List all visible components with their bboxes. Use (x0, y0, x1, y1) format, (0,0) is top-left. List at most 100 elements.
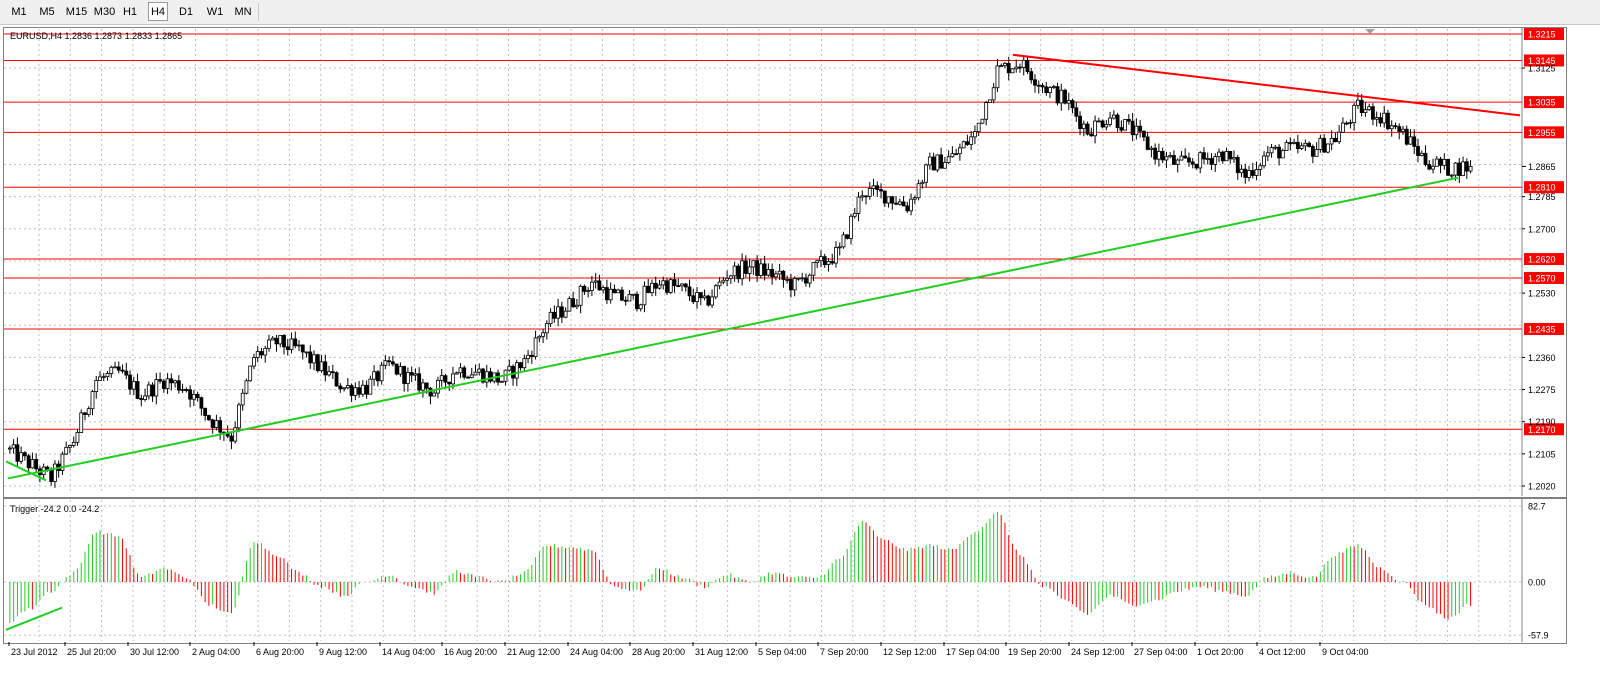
candle (139, 398, 144, 400)
timeframe-d1[interactable]: D1 (178, 6, 194, 18)
candle (1160, 151, 1165, 161)
candle (357, 387, 361, 395)
horizontal-levels[interactable]: 1.3215 1.3145 1.3035 1.2955 1.2810 1.2620 1.25… (4, 28, 1564, 436)
timeframe-m5[interactable]: M5 (39, 6, 55, 18)
candle (1145, 136, 1150, 150)
shift-marker-icon[interactable] (1365, 29, 1375, 34)
candle (811, 262, 816, 276)
time-label: 28 Aug 20:00 (632, 647, 685, 657)
candle (916, 183, 921, 199)
trendline-support-start[interactable] (5, 460, 47, 482)
candle (1453, 162, 1458, 176)
candle (574, 304, 579, 308)
timeframe-h4[interactable]: H4 (148, 2, 168, 21)
candle (360, 384, 365, 395)
candle (75, 432, 80, 443)
candle (1055, 86, 1060, 104)
candle (1277, 146, 1281, 159)
timeframe-h1[interactable]: H1 (122, 6, 138, 18)
candle (702, 295, 707, 299)
candle (721, 279, 726, 283)
candle (113, 366, 117, 369)
price-label: 1.2105 (1528, 449, 1556, 459)
candle (349, 385, 354, 396)
candle (1096, 120, 1101, 123)
level-label: 1.2955 (1528, 128, 1556, 138)
trigger-histogram (9, 511, 1472, 623)
candle (255, 351, 260, 358)
indicator-panel[interactable] (3, 498, 1567, 644)
candle (804, 277, 808, 284)
candle (1157, 151, 1161, 160)
candle (267, 339, 271, 349)
candle (1337, 131, 1342, 143)
candle (1119, 127, 1124, 131)
level-label-bg (1524, 126, 1564, 139)
candle (424, 382, 429, 389)
timeframe-mn[interactable]: MN (234, 6, 252, 18)
candle (1363, 109, 1368, 113)
timeframe-m30[interactable]: M30 (93, 6, 116, 18)
candle (973, 131, 977, 138)
candle (687, 286, 692, 297)
candle (451, 373, 455, 385)
timeframe-m1[interactable]: M1 (11, 6, 27, 18)
candle (526, 354, 530, 360)
candle (469, 374, 474, 378)
candle (976, 122, 981, 133)
candle (1314, 149, 1319, 157)
candle (342, 387, 346, 390)
candle (605, 287, 609, 301)
candle (1179, 155, 1184, 161)
candle (1359, 99, 1364, 113)
time-label: 9 Oct 04:00 (1322, 647, 1369, 657)
candle (879, 189, 883, 192)
candle (191, 393, 196, 400)
candle (935, 154, 940, 171)
candle (1461, 161, 1465, 176)
trendline-resistance[interactable] (1012, 53, 1521, 117)
candle (1014, 66, 1019, 70)
candle (34, 459, 39, 470)
timeframe-w1[interactable]: W1 (206, 6, 224, 18)
candle (327, 371, 331, 376)
candle (582, 285, 587, 292)
candle (1378, 117, 1383, 124)
trendline-indicator[interactable] (5, 606, 63, 631)
candle (924, 164, 928, 183)
candle (11, 444, 16, 449)
candle (1202, 152, 1206, 160)
candle (563, 310, 568, 318)
price-label: 1.2020 (1528, 482, 1556, 492)
candle (278, 335, 283, 345)
candle (1217, 151, 1221, 158)
candle (653, 282, 658, 289)
time-label: 21 Aug 12:00 (507, 647, 560, 657)
candle (608, 288, 613, 301)
candle (180, 389, 185, 391)
price-chart-panel[interactable] (3, 27, 1567, 498)
candle (1228, 151, 1233, 160)
candle (961, 141, 966, 149)
candle (394, 363, 399, 375)
candle (845, 234, 850, 239)
current-price-label: 1.2865 (1528, 162, 1556, 172)
candle (1318, 137, 1323, 150)
candle (841, 234, 846, 248)
candle (650, 282, 654, 293)
candle (334, 372, 339, 387)
candle (1280, 150, 1285, 159)
candle (796, 277, 801, 280)
candle (837, 246, 842, 249)
chart-canvas[interactable]: 1.3215 1.3145 1.3035 1.2955 1.2810 1.2620 1.25… (0, 24, 1600, 673)
timeframe-m15[interactable]: M15 (65, 6, 88, 18)
trendlines[interactable] (5, 53, 1521, 631)
candle (522, 358, 527, 369)
candle (1059, 89, 1064, 104)
candle (590, 281, 594, 291)
candle (15, 444, 20, 462)
trendline-support[interactable] (7, 176, 1459, 480)
candle (1329, 137, 1334, 145)
candle (1367, 106, 1372, 111)
candle (1468, 165, 1473, 172)
